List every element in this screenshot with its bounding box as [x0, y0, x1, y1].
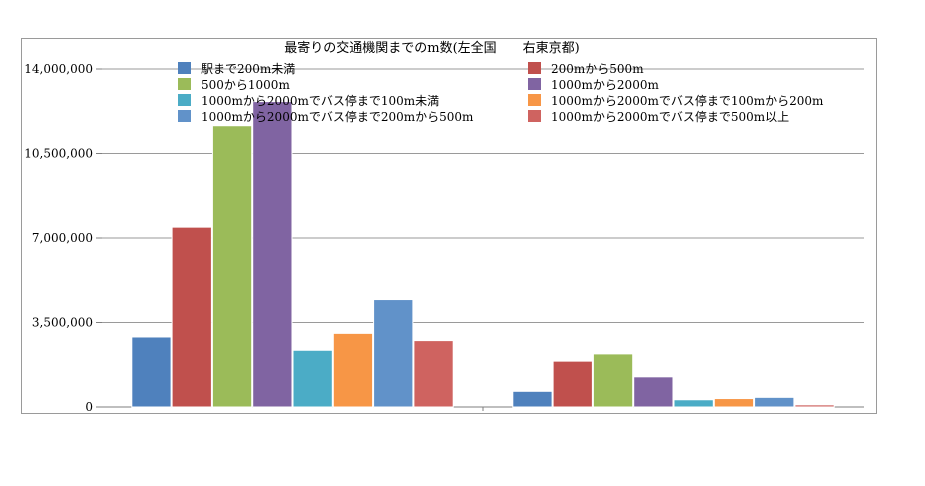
chart-title: 最寄りの交通機関までのm数(左全国 右東京都)	[284, 40, 579, 56]
bar	[131, 336, 172, 408]
legend-swatch	[528, 62, 541, 74]
y-tick-label: 3,500,000	[32, 316, 93, 330]
bar	[171, 226, 212, 408]
bars	[131, 101, 835, 408]
legend-swatch	[528, 94, 541, 106]
legend-swatch	[178, 78, 191, 90]
bar	[292, 349, 333, 408]
bar	[713, 398, 755, 408]
bar	[673, 399, 714, 408]
legend-label: 1000mから2000mでバス停まで500m以上	[551, 109, 789, 124]
bar	[252, 101, 293, 408]
y-tick-label: 7,000,000	[32, 231, 93, 245]
y-tick-label: 0	[85, 400, 93, 414]
bar	[413, 340, 454, 408]
chart-frame: 最寄りの交通機関までのm数(左全国 右東京都) 0 3,500,000 7,000,…	[21, 38, 877, 414]
y-tick-label: 14,000,000	[24, 62, 93, 76]
bar	[633, 376, 674, 408]
legend-label: 1000mから2000m	[551, 78, 659, 92]
bar	[332, 332, 374, 408]
bar	[211, 125, 253, 408]
legend-swatch	[528, 110, 541, 122]
bar-chart: 最寄りの交通機関までのm数(左全国 右東京都) 0 3,500,000 7,000,…	[24, 40, 864, 414]
bar	[373, 299, 414, 408]
legend-swatch	[178, 62, 191, 74]
bar	[512, 390, 553, 408]
legend-swatch	[528, 78, 541, 90]
y-tick-label: 10,500,000	[24, 147, 93, 161]
legend-label: 1000mから2000mでバス停まで100m未満	[201, 93, 439, 108]
bar	[552, 360, 593, 408]
legend-label: 500から1000m	[201, 78, 290, 92]
legend-label: 200mから500m	[551, 62, 644, 76]
legend-label: 駅まで200m未満	[201, 62, 295, 76]
legend-swatch	[178, 94, 191, 106]
legend-swatch	[178, 110, 191, 122]
bar	[754, 396, 795, 408]
y-axis-ticks: 0 3,500,000 7,000,000 10,500,000 14,000,000	[24, 62, 484, 414]
legend-label: 1000mから2000mでバス停まで100mから200m	[551, 93, 824, 108]
legend-label: 1000mから2000mでバス停まで200mから500m	[201, 109, 474, 124]
bar	[592, 353, 634, 408]
bar	[794, 404, 835, 408]
